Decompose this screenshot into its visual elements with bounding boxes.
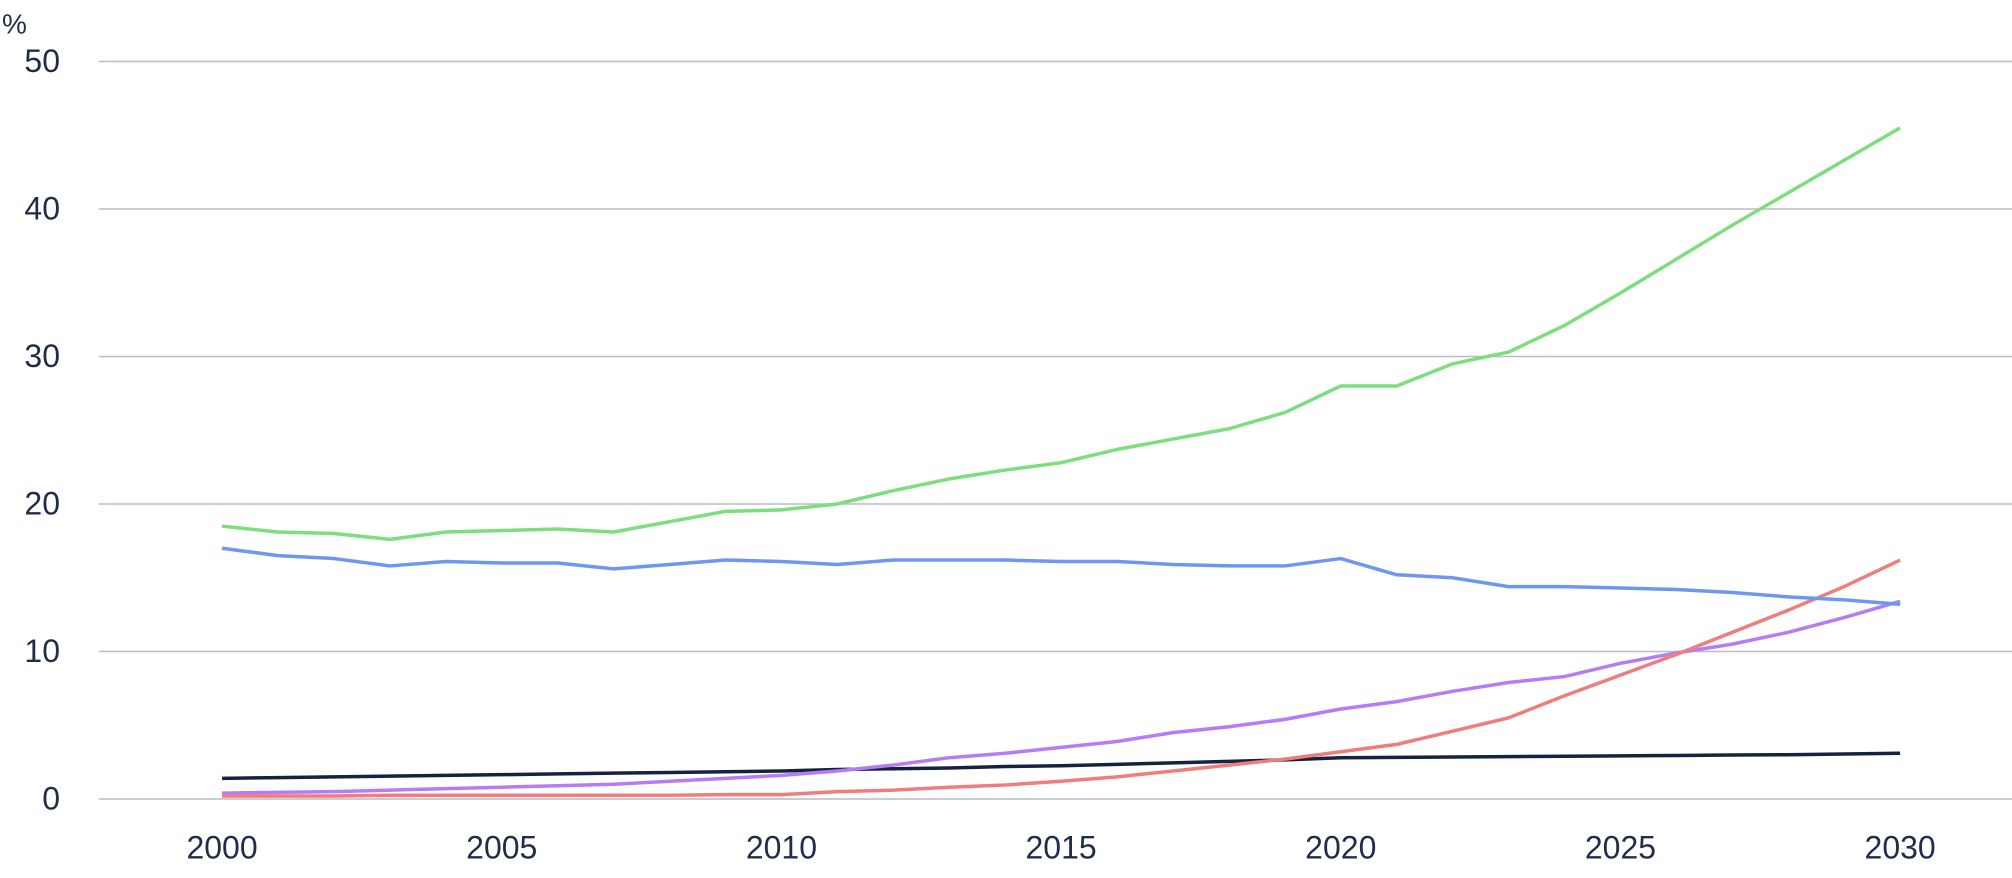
data-line xyxy=(222,558,1901,798)
y-tick-label: 0 xyxy=(42,780,60,816)
y-tick-label: 20 xyxy=(24,485,60,521)
x-tick-label: 2030 xyxy=(1865,829,1936,865)
x-tick-label: 2020 xyxy=(1305,829,1376,865)
data-line xyxy=(222,751,1901,781)
x-tick-label: 2005 xyxy=(466,829,537,865)
x-tick-label: 2000 xyxy=(186,829,257,865)
x-tick-label: 2010 xyxy=(746,829,817,865)
y-tick-label: 10 xyxy=(24,633,60,669)
data-line xyxy=(222,599,1901,795)
x-tick-label: 2015 xyxy=(1025,829,1096,865)
y-axis-unit: % xyxy=(2,8,27,39)
data-line xyxy=(221,546,1901,607)
y-tick-label: 50 xyxy=(24,43,60,79)
x-tick-label: 2025 xyxy=(1585,829,1656,865)
y-tick-label: 40 xyxy=(24,190,60,226)
data-line xyxy=(221,126,1902,542)
y-tick-label: 30 xyxy=(24,338,60,374)
